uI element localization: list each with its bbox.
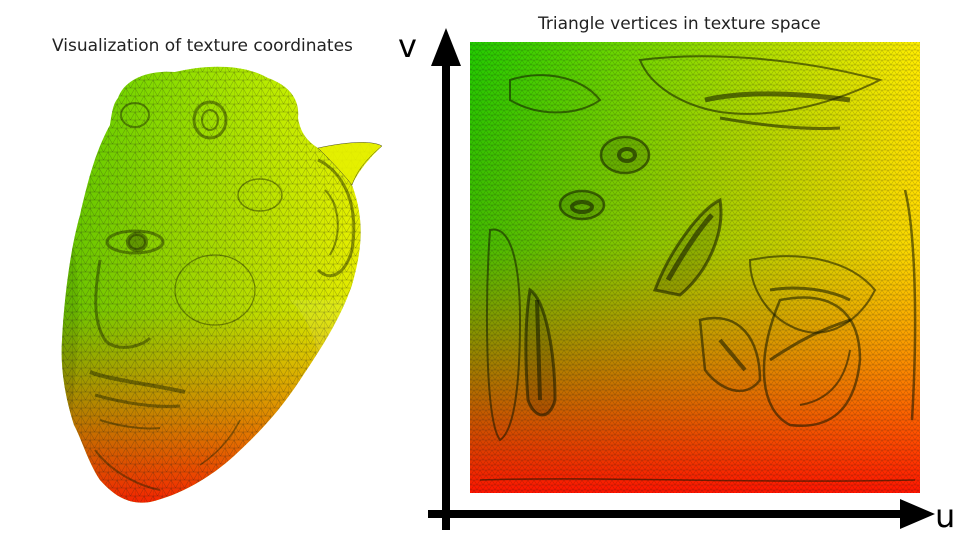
- u-axis-label: u: [935, 497, 956, 535]
- uv-axes: [428, 28, 935, 530]
- head-mesh-render: [61, 66, 383, 503]
- texture-space-plot: [470, 42, 920, 493]
- u-axis-arrowhead: [900, 499, 935, 529]
- left-panel-title: Visualization of texture coordinates: [52, 36, 353, 56]
- v-axis-arrowhead: [431, 28, 461, 66]
- v-axis-label: v: [398, 27, 417, 65]
- right-panel-title: Triangle vertices in texture space: [538, 14, 821, 34]
